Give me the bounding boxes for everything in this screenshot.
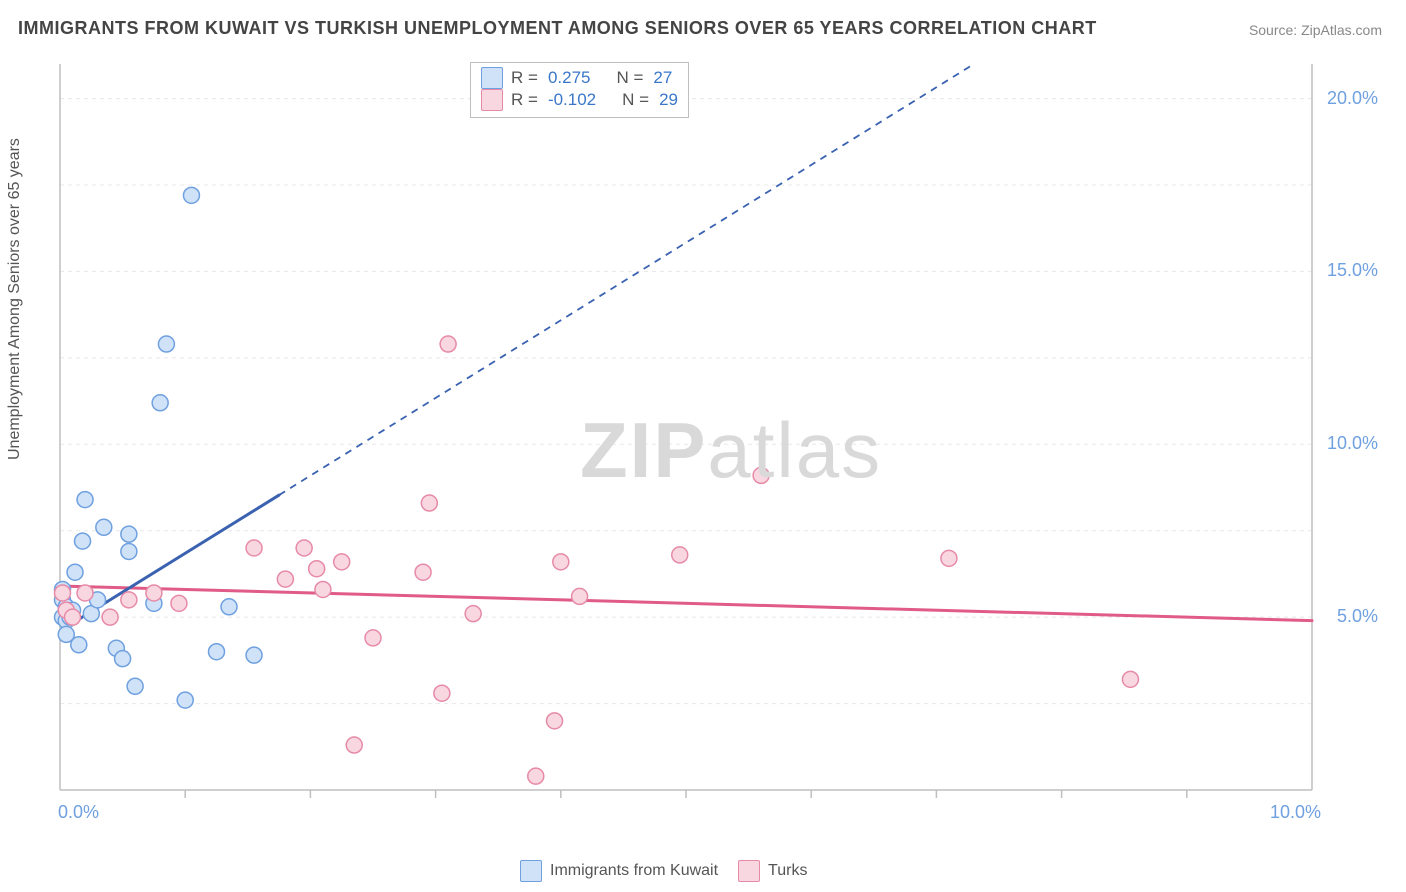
x-tick-label: 10.0%	[1270, 802, 1321, 823]
legend-item-label: Turks	[768, 862, 807, 880]
legend-swatch	[520, 860, 542, 882]
y-tick-label: 5.0%	[1318, 606, 1378, 627]
legend-r-label: R =	[511, 89, 538, 111]
y-axis-label: Unemployment Among Seniors over 65 years	[6, 138, 24, 460]
legend-n-label: N =	[616, 67, 643, 89]
legend-swatch	[481, 89, 503, 111]
legend-item-label: Immigrants from Kuwait	[550, 862, 718, 880]
chart-title: IMMIGRANTS FROM KUWAIT VS TURKISH UNEMPL…	[18, 18, 1097, 39]
legend-row: R = -0.102 N = 29	[481, 89, 678, 111]
legend-r-value: 0.275	[548, 67, 591, 89]
scatter-plot	[52, 60, 1382, 820]
legend-item: Immigrants from Kuwait	[520, 860, 718, 882]
legend-r-label: R =	[511, 67, 538, 89]
legend-item: Turks	[738, 860, 807, 882]
legend-r-value: -0.102	[548, 89, 596, 111]
source-attribution: Source: ZipAtlas.com	[1249, 22, 1382, 38]
legend-swatch	[481, 67, 503, 89]
y-tick-label: 10.0%	[1318, 433, 1378, 454]
y-tick-label: 20.0%	[1318, 88, 1378, 109]
legend-row: R = 0.275 N = 27	[481, 67, 678, 89]
legend-swatch	[738, 860, 760, 882]
legend-n-value: 29	[659, 89, 678, 111]
correlation-legend: R = 0.275N =27R =-0.102N =29	[470, 62, 689, 118]
y-tick-label: 15.0%	[1318, 260, 1378, 281]
legend-n-value: 27	[653, 67, 672, 89]
series-legend: Immigrants from Kuwait Turks	[520, 860, 807, 882]
x-tick-label: 0.0%	[58, 802, 99, 823]
legend-n-label: N =	[622, 89, 649, 111]
